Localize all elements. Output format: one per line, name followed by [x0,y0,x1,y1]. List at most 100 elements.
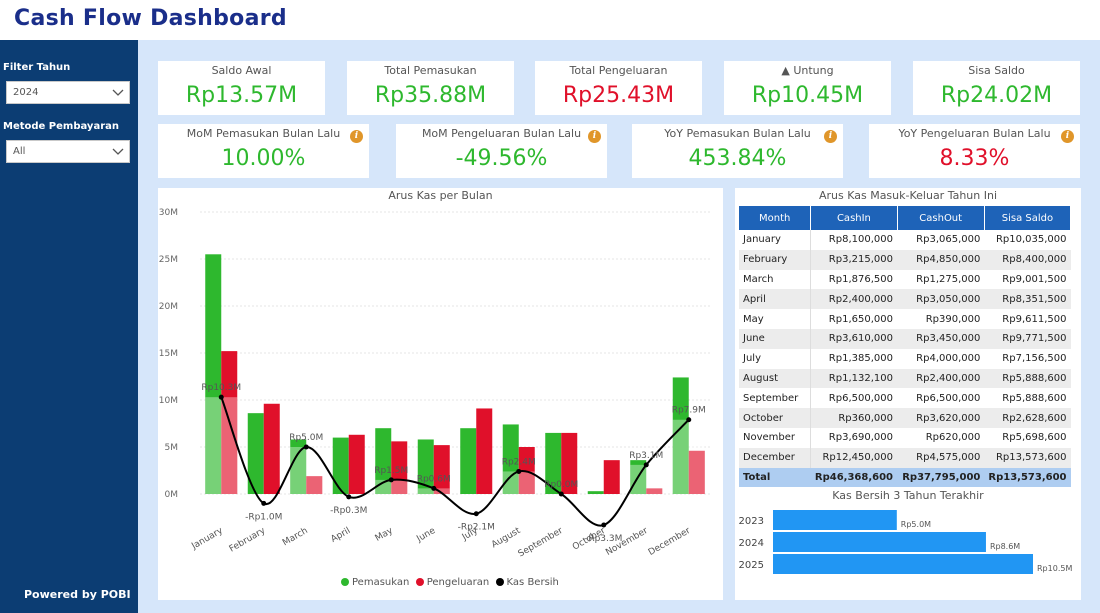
kpi-label: Saldo Awal [211,64,272,77]
bar-pemasukan[interactable] [587,491,604,494]
info-icon[interactable]: i [588,130,601,143]
bar-pemasukan[interactable] [460,428,477,494]
column-header-cashin[interactable]: CashIn [810,206,898,230]
kas-bersih-point[interactable] [601,522,607,528]
table-cell: Rp1,132,100 [810,368,897,389]
year-bar[interactable] [773,510,897,530]
net-overlay [205,397,238,494]
y-tick-label: 0M [165,490,179,500]
chart-legend: Pemasukan Pengeluaran Kas Bersih [341,577,559,588]
kpi-label: MoM Pemasukan Bulan Lalu [186,127,341,140]
bar-pengeluaran[interactable] [263,403,280,494]
data-label: Rp2.4M [502,457,536,467]
payment-method-dropdown[interactable]: All [6,140,130,163]
table-cell: Rp3,215,000 [810,249,897,270]
kas-bersih-point[interactable] [643,462,649,468]
kpi-card-mom-pengeluaran: MoM Pengeluaran Bulan Lalu i -49.56% [396,124,607,178]
kas-bersih-point[interactable] [261,500,267,506]
kpi-card-total-pemasukan: Total Pemasukan Rp35.88M [347,61,514,115]
table-cell: Rp3,450,000 [897,328,985,349]
bar-pemasukan[interactable] [502,424,519,494]
year-data-label: Rp10.5M [1037,564,1072,573]
net-overlay [672,419,705,494]
table-cell: Rp8,351,500 [984,289,1071,310]
bar-pengeluaran[interactable] [306,476,323,494]
table-cell: March [739,269,812,290]
filter-year-dropdown[interactable]: 2024 [6,81,130,104]
header: Cash Flow Dashboard [0,0,1100,40]
y-tick-label: 20M [159,302,178,312]
table-cell: Rp1,275,000 [916,273,981,285]
bar-pengeluaran[interactable] [603,460,620,494]
info-icon[interactable]: i [824,130,837,143]
table-cell: Rp13,573,600 [984,447,1071,468]
bar-pengeluaran[interactable] [688,450,705,494]
table-row[interactable]: October Rp360,000 Rp3,620,000 Rp2,628,600 [739,408,1071,428]
table-row[interactable]: January Rp8,100,000 Rp3,065,000 Rp10,035,00… [739,230,1071,250]
info-icon[interactable]: i [350,130,363,143]
kpi-label: Total Pemasukan [384,64,477,77]
table-cell: Rp12,450,000 [810,447,897,468]
kas-bersih-point[interactable] [388,477,394,483]
kas-bersih-point[interactable] [516,468,522,474]
kpi-card-sisa-saldo: Sisa Saldo Rp24.02M [913,61,1080,115]
bar-pengeluaran[interactable] [646,488,663,494]
table-row[interactable]: February Rp3,215,000 Rp4,850,000 Rp8,400,00… [739,249,1071,270]
table-row[interactable]: August Rp1,132,100 Rp2,400,000 Rp5,888,600 [739,368,1071,389]
legend-item-kas-bersih[interactable]: Kas Bersih [495,577,559,588]
kpi-label: YoY Pengeluaran Bulan Lalu [898,127,1051,140]
bar-pemasukan[interactable] [545,432,562,494]
table-total-cell: Total [739,467,811,488]
info-icon[interactable]: i [1061,130,1074,143]
table-row[interactable]: May Rp1,650,000 Rp390,000 Rp9,611,500 [739,309,1071,329]
x-tick-label: December [647,526,693,558]
legend-item-pengeluaran[interactable]: Pengeluaran [415,577,489,588]
table-row[interactable]: September Rp6,500,000 Rp6,500,000 Rp5,888,6… [739,388,1071,409]
kas-bersih-point[interactable] [346,494,352,500]
data-label: Rp10.3M [201,383,241,393]
data-label: Rp1.5M [374,466,408,476]
table-cell: Rp6,500,000 [916,392,981,404]
y-tick-label: 30M [159,208,178,218]
kpi-label: MoM Pengeluaran Bulan Lalu [421,127,582,140]
net-overlay [502,471,535,494]
kas-bersih-point[interactable] [473,511,479,517]
legend-item-pemasukan[interactable]: Pemasukan [341,577,409,588]
table-row[interactable]: December Rp12,450,000 Rp4,575,000 Rp13,573,… [739,447,1071,468]
bar-pemasukan[interactable] [417,439,434,494]
column-header-month[interactable]: Month [739,206,812,230]
kas-bersih-point[interactable] [558,491,564,497]
table-row[interactable]: April Rp2,400,000 Rp3,050,000 Rp8,351,500 [739,289,1071,310]
bar-pemasukan[interactable] [247,413,264,494]
bar-pemasukan[interactable] [375,428,392,494]
table-row[interactable]: November Rp3,690,000 Rp620,000 Rp5,698,600 [739,427,1071,448]
kas-bersih-point[interactable] [218,394,224,400]
bar-pengeluaran[interactable] [433,445,450,494]
table-cell: November [739,427,812,448]
bar-pengeluaran[interactable] [561,432,578,494]
bar-pengeluaran[interactable] [476,408,493,494]
cashflow-table: Month CashIn CashOut Sisa Saldo January R… [739,206,1072,488]
table-cell: Rp8,400,000 [984,249,1071,270]
year-bar[interactable] [773,532,986,552]
table-cell: July [739,348,812,369]
bar-pemasukan[interactable] [672,377,689,494]
kas-bersih-point[interactable] [686,417,692,423]
year-label: 2023 [739,516,764,527]
bar-pemasukan[interactable] [205,254,222,494]
table-row[interactable]: June Rp3,610,000 Rp3,450,000 Rp9,771,500 [739,328,1071,349]
kas-bersih-point[interactable] [431,485,437,491]
year-bar[interactable] [773,554,1033,574]
bar-pengeluaran[interactable] [518,447,535,494]
kas-bersih-point[interactable] [303,444,309,450]
column-header-sisa-saldo[interactable]: Sisa Saldo [984,206,1072,230]
data-label: -Rp0.3M [330,506,367,516]
bar-pemasukan[interactable] [332,437,349,494]
bar-pengeluaran[interactable] [348,434,365,494]
table-cell: December [739,447,812,468]
cashflow-table-panel: Arus Kas Masuk-Keluar Tahun Ini Month Ca… [735,188,1081,600]
column-header-cashout[interactable]: CashOut [897,206,985,230]
bar-pemasukan[interactable] [290,439,307,494]
table-row[interactable]: March Rp1,876,500 Rp1,275,000 Rp9,001,500 [739,269,1071,290]
table-row[interactable]: July Rp1,385,000 Rp4,000,000 Rp7,156,500 [739,348,1071,369]
